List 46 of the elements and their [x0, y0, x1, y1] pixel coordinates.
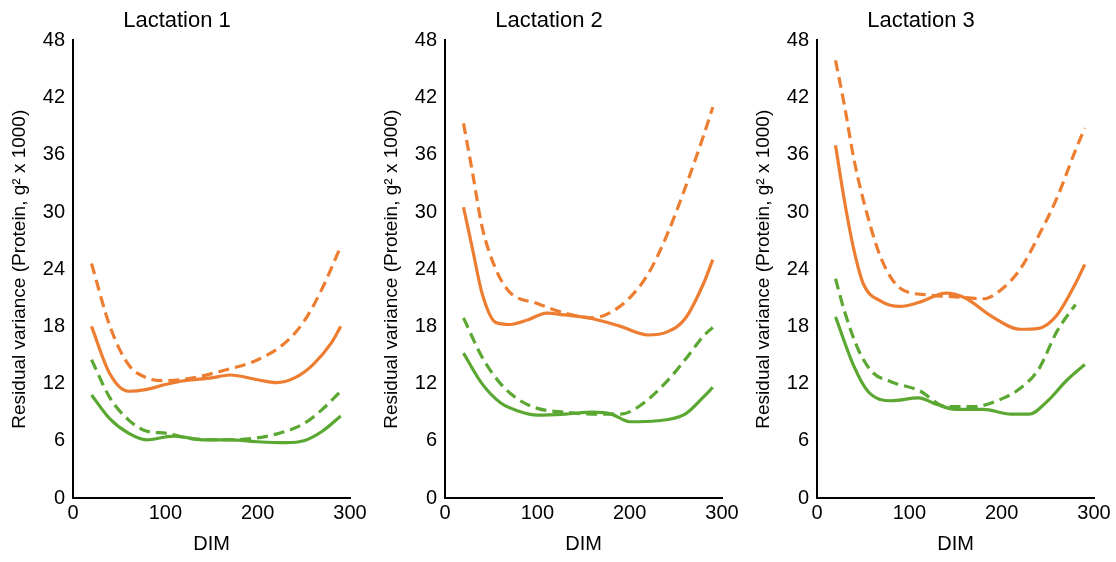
x-tick-label: 100: [520, 500, 555, 523]
y-tick-label: 6: [425, 428, 438, 451]
y-tick-label: 12: [786, 371, 810, 394]
y-axis-title: Residual variance (Protein, g² x 1000): [7, 109, 29, 429]
y-tick-label: 30: [414, 199, 438, 222]
x-tick-label: 200: [612, 500, 647, 523]
x-tick-label: 300: [1077, 500, 1111, 523]
y-tick-label: 12: [414, 371, 438, 394]
y-tick-label: 12: [42, 371, 66, 394]
x-tick-label: 100: [148, 500, 183, 523]
y-axis-title: Residual variance (Protein, g² x 1000): [379, 109, 401, 429]
y-tick-label: 0: [53, 485, 66, 508]
y-tick-label: 42: [414, 85, 438, 108]
chart-title: Lactation 1: [123, 7, 231, 33]
x-tick-label: 100: [892, 500, 927, 523]
y-tick-label: 48: [414, 27, 438, 50]
x-axis-title: DIM: [193, 531, 230, 554]
y-tick-label: 30: [42, 199, 66, 222]
chart-title: Lactation 3: [867, 7, 975, 33]
y-tick-label: 24: [414, 256, 438, 279]
y-tick-label: 24: [42, 256, 66, 279]
y-tick-label: 6: [53, 428, 66, 451]
x-tick-label: 200: [240, 500, 275, 523]
x-tick-label: 200: [984, 500, 1019, 523]
y-tick-label: 18: [42, 313, 66, 336]
line-series: [89, 358, 343, 442]
chart-title: Lactation 2: [495, 7, 603, 33]
y-tick-label: 6: [797, 428, 810, 451]
y-tick-label: 42: [786, 85, 810, 108]
x-axis-title: DIM: [937, 531, 974, 554]
y-tick-label: 0: [425, 485, 438, 508]
y-tick-label: 42: [42, 85, 66, 108]
y-tick-label: 18: [786, 313, 810, 336]
y-tick-label: 18: [414, 313, 438, 336]
x-tick-label: 300: [333, 500, 367, 523]
y-tick-label: 48: [786, 27, 810, 50]
y-tick-label: 36: [42, 142, 66, 165]
y-tick-label: 24: [786, 256, 810, 279]
y-tick-label: 0: [797, 485, 810, 508]
y-tick-label: 30: [786, 199, 810, 222]
y-tick-label: 48: [42, 27, 66, 50]
y-tick-label: 36: [786, 142, 810, 165]
x-tick-label: 300: [705, 500, 739, 523]
y-axis-title: Residual variance (Protein, g² x 1000): [751, 109, 773, 429]
x-axis-title: DIM: [565, 531, 602, 554]
y-tick-label: 36: [414, 142, 438, 165]
